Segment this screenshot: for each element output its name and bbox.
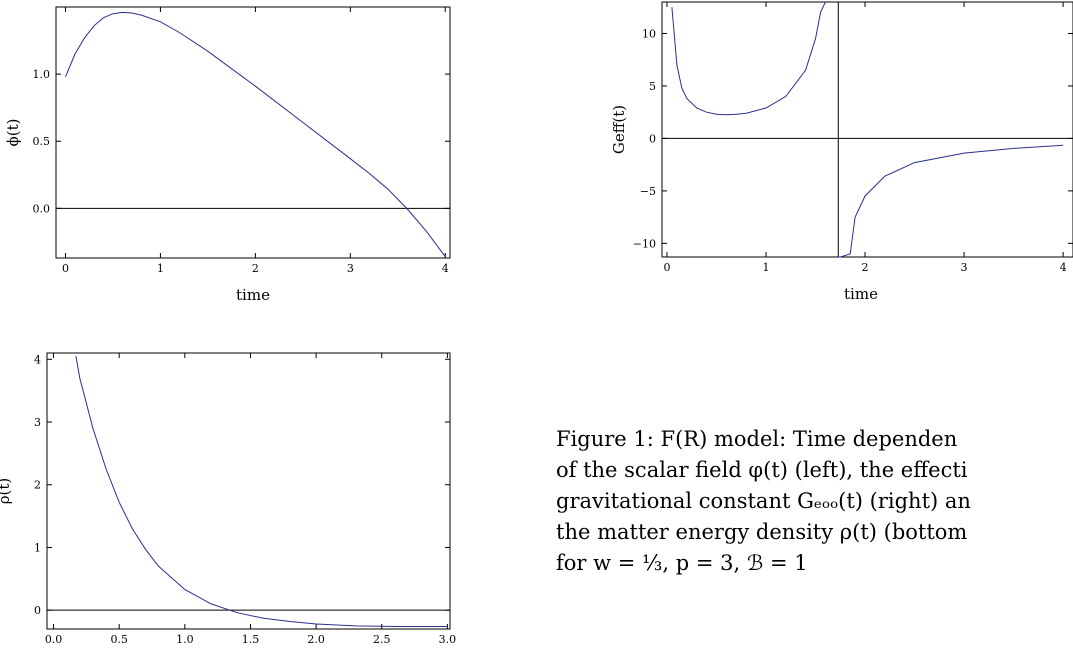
y-tick-label: 0.0 (33, 202, 51, 215)
x-tick-label: 2 (252, 262, 259, 275)
x-tick-label: 0.5 (110, 633, 128, 646)
chart-3: 0.00.51.01.52.02.53.001234timeρ(t) (0, 352, 457, 646)
y-tick-label: −10 (633, 237, 656, 250)
y-tick-label: 0 (34, 604, 41, 617)
caption-line-5: for w = ⅓, p = 3, ℬ = 1 (556, 551, 808, 575)
x-axis-label: time (844, 285, 878, 303)
y-tick-label: 1.0 (33, 68, 51, 81)
y-axis-label: Geff(t) (610, 105, 628, 154)
chart-1: 0 1 2 3 4 0.0 0.5 1.0 time ϕ(t) (4, 6, 451, 304)
x-tick-label: 3 (961, 261, 968, 274)
caption-line-4: the matter energy density ρ(t) (bottom (556, 520, 968, 544)
x-tick-label: 0 (62, 262, 69, 275)
caption-line-3: gravitational constant Gₑₒₒ(t) (right) a… (556, 489, 971, 513)
figure-caption: Figure 1: F(R) model: Time dependen of t… (556, 424, 1073, 579)
y-axis-label: ρ(t) (0, 478, 13, 505)
y-axis-label: ϕ(t) (4, 119, 22, 147)
x-tick-label: 1 (762, 261, 769, 274)
plot-frame (55, 6, 451, 259)
y-tick-label: 1 (34, 541, 41, 554)
x-tick-label: 1.5 (242, 633, 260, 646)
y-tick-label: 3 (34, 416, 41, 429)
x-tick-label: 0.0 (45, 633, 63, 646)
series-line-1 (671, 1, 826, 116)
series-line-1 (65, 11, 446, 257)
y-tick-label: 4 (34, 353, 41, 366)
plot-frame (46, 352, 451, 630)
plot-frame (661, 1, 1073, 258)
x-tick-label: 3 (347, 262, 354, 275)
x-tick-label: 2 (862, 261, 869, 274)
x-tick-label: 1.0 (176, 633, 194, 646)
y-tick-label: 10 (642, 27, 656, 40)
y-tick-label: −5 (640, 185, 656, 198)
series-line-1 (75, 356, 448, 627)
series-line-2 (838, 144, 1064, 258)
x-tick-label: 1 (157, 262, 164, 275)
caption-line-2: of the scalar field φ(t) (left), the eff… (556, 458, 968, 482)
x-axis-label: time (236, 286, 270, 304)
y-tick-label: 2 (34, 479, 41, 492)
x-tick-label: 0 (663, 261, 670, 274)
x-tick-label: 2.0 (307, 633, 325, 646)
x-tick-label: 3.0 (439, 633, 457, 646)
chart-2: 0 1 2 3 4 −10 −5 0 5 10 time Geff(t) (610, 1, 1073, 303)
y-tick-label: 0.5 (33, 135, 51, 148)
y-tick-label: 0 (649, 132, 656, 145)
y-tick-label: 5 (649, 80, 656, 93)
x-tick-label: 4 (1060, 261, 1067, 274)
caption-line-1: Figure 1: F(R) model: Time dependen (556, 427, 958, 451)
x-tick-label: 2.5 (373, 633, 391, 646)
x-tick-label: 4 (442, 262, 449, 275)
